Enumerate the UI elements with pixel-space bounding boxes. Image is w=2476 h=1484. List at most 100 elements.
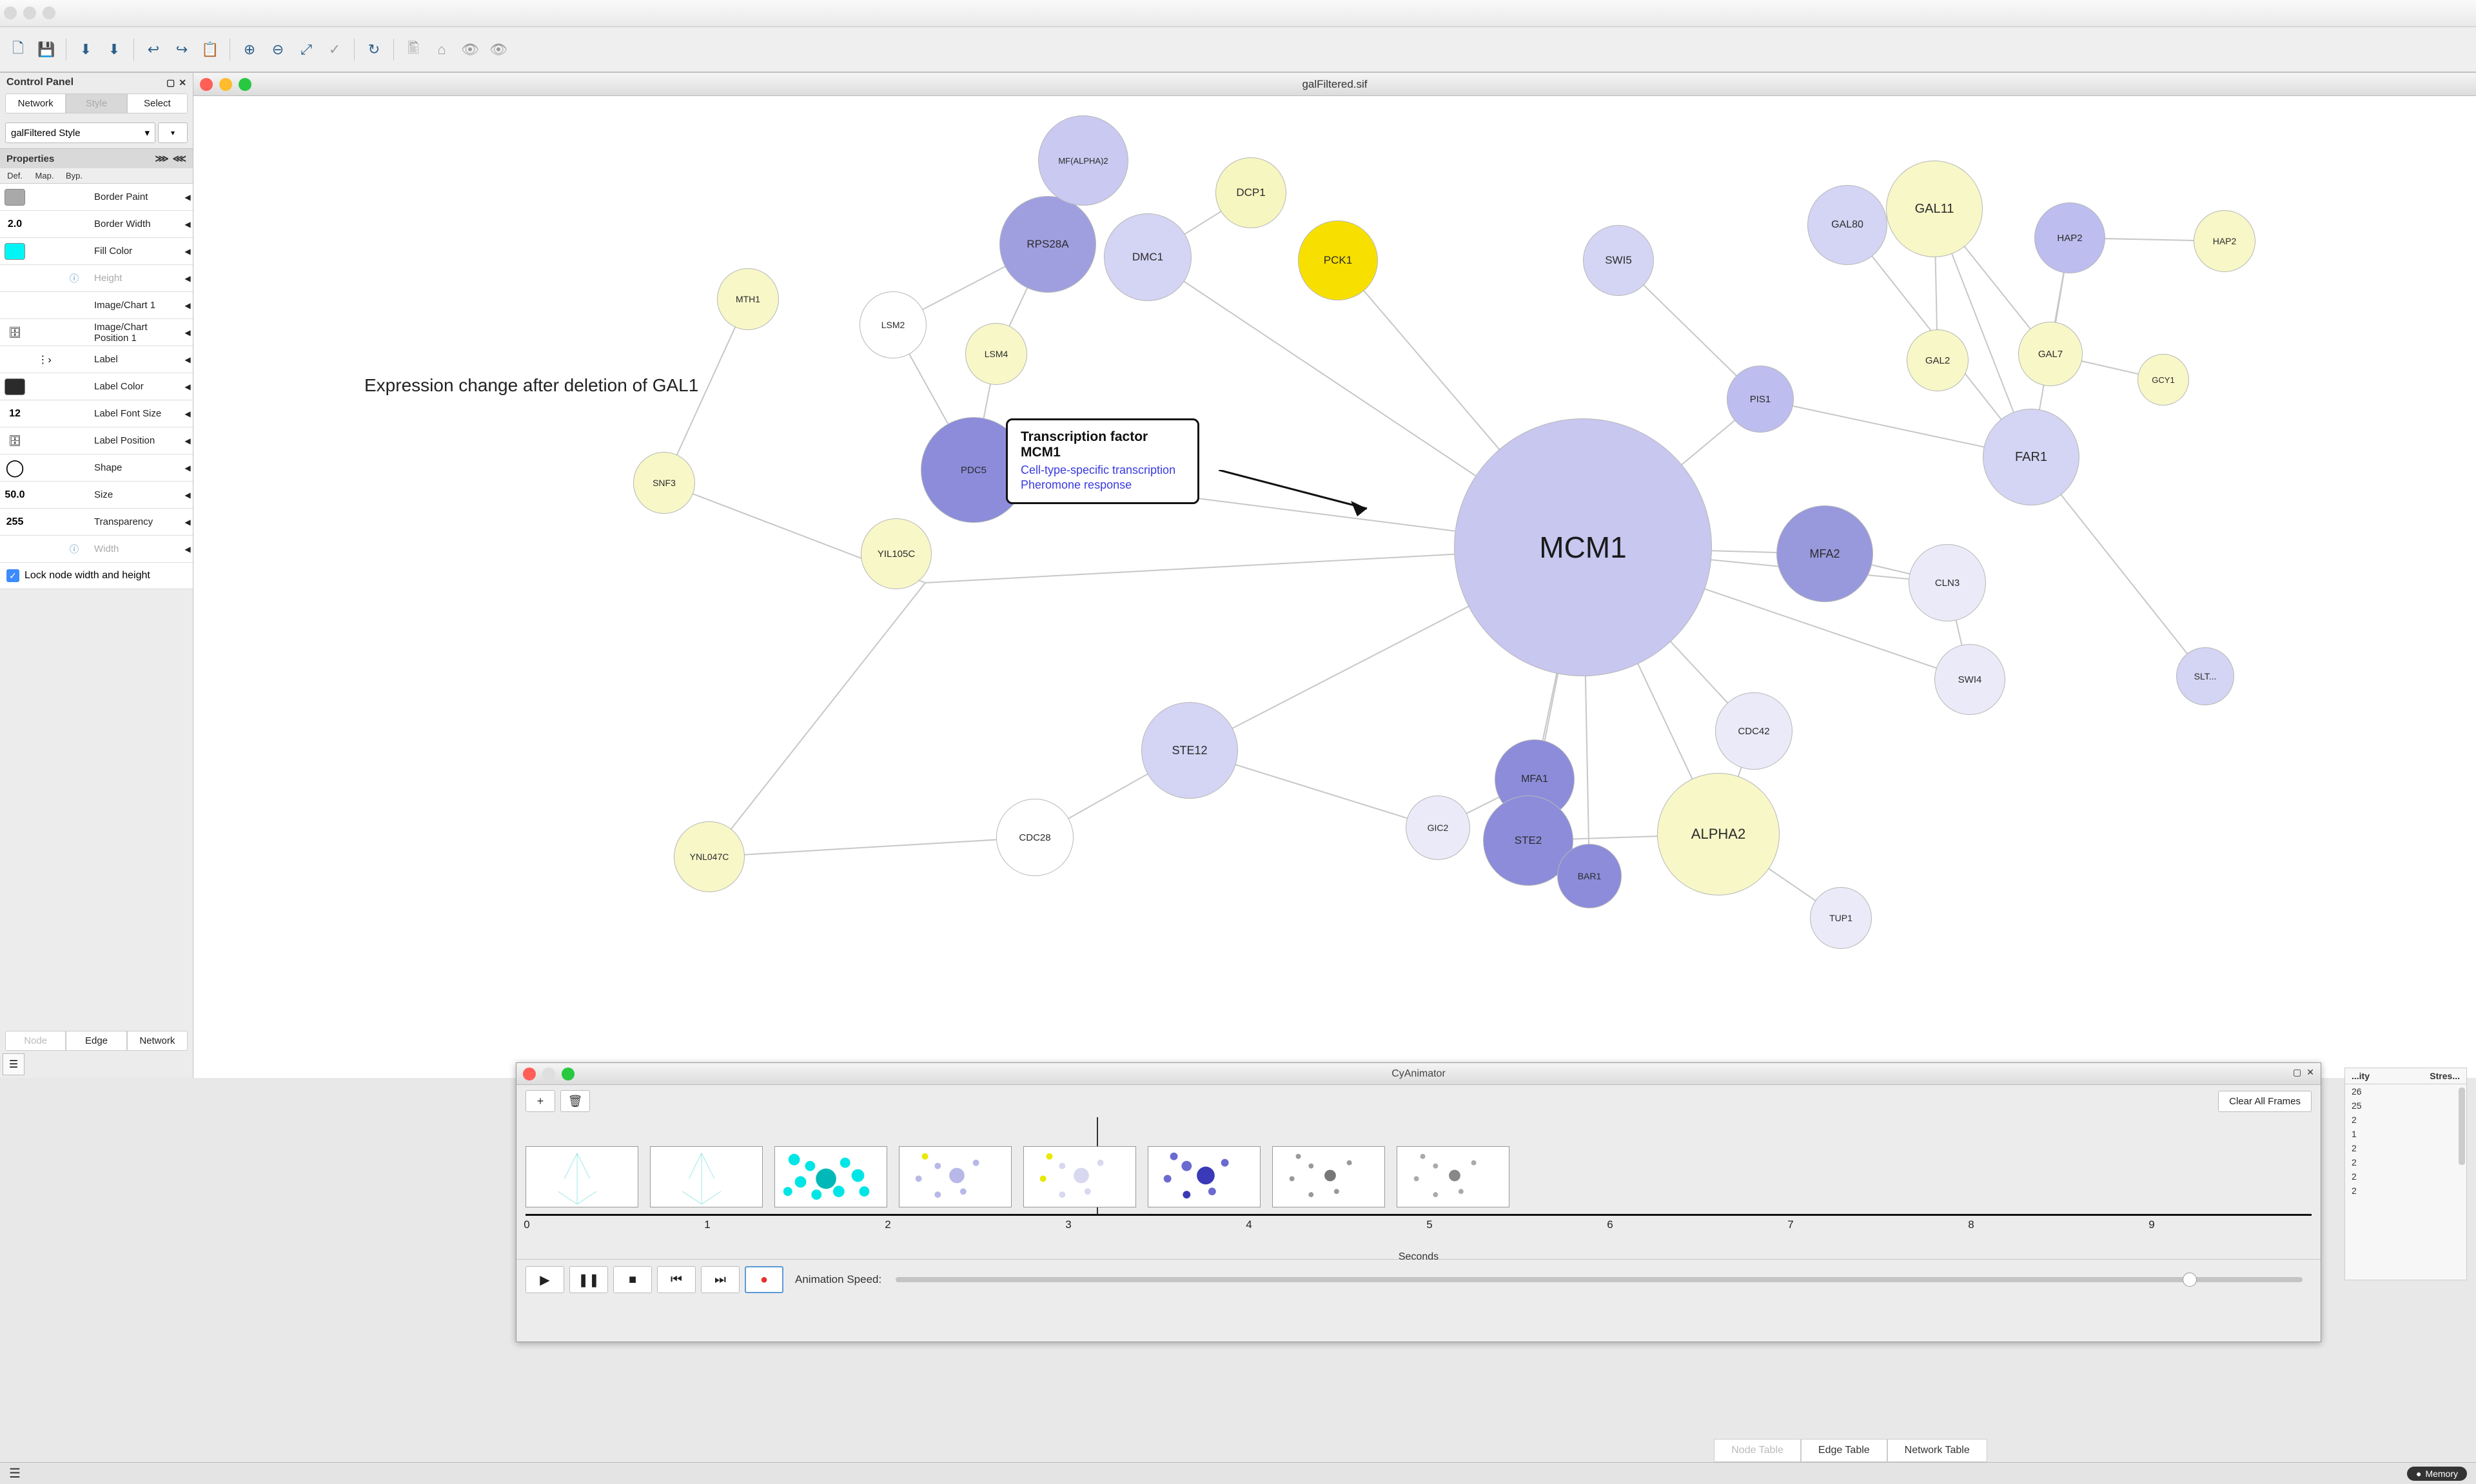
expand-all-icon[interactable]: ⋘ (173, 153, 186, 164)
zoom-out-icon[interactable]: ⊖ (265, 37, 291, 63)
node-swi4[interactable]: SWI4 (1934, 644, 2005, 715)
bottom-tab-network-table[interactable]: Network Table (1887, 1439, 1987, 1462)
bottom-tab-node-table[interactable]: Node Table (1714, 1439, 1801, 1462)
list-menu-icon[interactable]: ☰ (3, 1053, 25, 1075)
frame-thumbnail-3[interactable] (899, 1146, 1012, 1207)
tab-network[interactable]: Network (5, 93, 66, 113)
prev-frame-button[interactable]: ⏮ (657, 1266, 696, 1293)
clear-all-frames-button[interactable]: Clear All Frames (2218, 1091, 2312, 1112)
node-dcp1[interactable]: DCP1 (1215, 157, 1286, 228)
tab-style[interactable]: Style (66, 93, 126, 113)
undo-icon[interactable]: ↩ (141, 37, 166, 63)
frame-thumbnail-6[interactable] (1272, 1146, 1385, 1207)
node-cln3[interactable]: CLN3 (1909, 544, 1986, 621)
node-pck1[interactable]: PCK1 (1298, 220, 1378, 300)
new-session-icon[interactable]: 🗋 (5, 37, 31, 63)
property-row-label-position[interactable]: 🗄 Label Position ◀ (0, 427, 193, 454)
node-dmc1[interactable]: DMC1 (1104, 213, 1192, 301)
memory-indicator[interactable]: ● Memory (2407, 1467, 2467, 1481)
property-row-transparency[interactable]: 255 Transparency ◀ (0, 509, 193, 536)
node-slt[interactable]: SLT... (2176, 647, 2234, 705)
network-maximize-button[interactable] (239, 78, 251, 91)
show-icon[interactable]: 👁 (486, 37, 511, 63)
property-row-height[interactable]: ⓘ Height ◀ (0, 265, 193, 292)
close-button[interactable] (4, 6, 17, 19)
node-cdc28[interactable]: CDC28 (996, 799, 1074, 876)
minimize-button[interactable] (23, 6, 36, 19)
node-mcm1[interactable]: MCM1 (1454, 418, 1712, 676)
node-yil105c[interactable]: YIL105C (861, 518, 932, 589)
node-rps28a[interactable]: RPS28A (999, 196, 1096, 293)
node-mfa2[interactable]: MFA2 (1776, 505, 1873, 602)
property-row-image-chart-1[interactable]: Image/Chart 1 ◀ (0, 292, 193, 319)
property-row-image-chart-position[interactable]: 🗄 Image/Chart Position 1 ◀ (0, 319, 193, 346)
mini-table-scrollbar[interactable] (2459, 1088, 2465, 1165)
import-network-icon[interactable]: ⬇ (73, 37, 99, 63)
animator-close-icon[interactable]: ✕ (2306, 1067, 2314, 1078)
property-row-shape[interactable]: ◯ Shape ◀ (0, 454, 193, 482)
frame-thumbnail-4[interactable] (1023, 1146, 1136, 1207)
frame-thumbnail-0[interactable] (526, 1146, 638, 1207)
node-tup1[interactable]: TUP1 (1810, 887, 1872, 949)
node-ste4[interactable]: HAP2 (2034, 202, 2105, 273)
save-icon[interactable]: 💾 (34, 37, 59, 63)
status-menu-icon[interactable]: ☰ (9, 1465, 21, 1481)
node-ste12[interactable]: STE12 (1141, 702, 1238, 799)
animator-maximize-button[interactable] (562, 1068, 575, 1080)
stop-button[interactable]: ■ (613, 1266, 652, 1293)
layout-icon[interactable]: ⌂ (429, 37, 455, 63)
panel-close-icon[interactable]: ✕ (179, 77, 186, 88)
node-gal11[interactable]: GAL11 (1886, 161, 1983, 257)
property-row-width[interactable]: ⓘ Width ◀ (0, 536, 193, 563)
bottom-tab-edge[interactable]: Edge (66, 1031, 126, 1051)
node-swi5[interactable]: SWI5 (1583, 225, 1654, 296)
bottom-tab-node[interactable]: Node (5, 1031, 66, 1051)
pause-button[interactable]: ❚❚ (569, 1266, 608, 1293)
node-alpha2[interactable]: ALPHA2 (1657, 773, 1780, 895)
animator-popout-icon[interactable]: ▢ (2293, 1067, 2301, 1078)
frame-thumbnail-1[interactable] (650, 1146, 763, 1207)
node-gcy1[interactable]: GCY1 (2137, 354, 2189, 405)
redo-icon[interactable]: ↪ (169, 37, 195, 63)
print-icon[interactable]: 🖺 (400, 37, 426, 63)
hide-edges-icon[interactable]: 👁 (457, 37, 483, 63)
network-close-button[interactable] (200, 78, 213, 91)
node-lsm4[interactable]: LSM4 (965, 323, 1027, 385)
panel-popout-icon[interactable]: ▢ (166, 77, 175, 88)
zoom-selected-icon[interactable]: ✓ (322, 37, 348, 63)
zoom-in-icon[interactable]: ⊕ (237, 37, 262, 63)
node-ynl047c[interactable]: YNL047C (674, 821, 745, 892)
node-lsm2[interactable]: LSM2 (860, 291, 927, 358)
animator-minimize-button[interactable] (542, 1068, 555, 1080)
style-dropdown-chevron-icon[interactable]: ▾ (144, 127, 150, 139)
import-table-icon[interactable]: ⬇ (101, 37, 127, 63)
lock-node-size-checkbox[interactable]: ✓ Lock node width and height (0, 563, 193, 589)
style-dropdown[interactable]: galFiltered Style ▾ (5, 122, 155, 143)
network-minimize-button[interactable] (219, 78, 232, 91)
next-frame-button[interactable]: ⏭ (701, 1266, 740, 1293)
node-gal7[interactable]: GAL7 (2018, 322, 2083, 386)
refresh-icon[interactable]: ↻ (361, 37, 387, 63)
redo2-icon[interactable]: 📋 (197, 37, 223, 63)
network-canvas[interactable]: Expression change after deletion of GAL1… (193, 96, 2476, 1078)
node-mth1[interactable]: MTH1 (717, 268, 779, 330)
bottom-tab-network[interactable]: Network (127, 1031, 188, 1051)
add-frame-button[interactable]: + (526, 1090, 555, 1112)
node-far1[interactable]: FAR1 (1983, 409, 2079, 505)
node-mfalpha2[interactable]: MF(ALPHA)2 (1038, 115, 1128, 206)
node-gal2[interactable]: GAL2 (1907, 329, 1969, 391)
bottom-tab-edge-table[interactable]: Edge Table (1801, 1439, 1887, 1462)
style-options-dropdown[interactable]: ▾ (158, 122, 188, 143)
node-gic2[interactable]: GIC2 (1406, 796, 1470, 860)
timeline[interactable]: 0 1 2 3 4 5 6 7 8 9 Seconds (516, 1214, 2321, 1259)
property-row-label-color[interactable]: Label Color ◀ (0, 373, 193, 400)
property-row-size[interactable]: 50.0 Size ◀ (0, 482, 193, 509)
node-gal80[interactable]: GAL80 (1807, 185, 1887, 265)
property-row-border-paint[interactable]: Border Paint ◀ (0, 184, 193, 211)
property-row-label-font-size[interactable]: 12 Label Font Size ◀ (0, 400, 193, 427)
tab-select[interactable]: Select (127, 93, 188, 113)
side-data-table[interactable]: ...ity Stres... 26 25 2 1 2 2 2 2 (2344, 1068, 2467, 1280)
maximize-button[interactable] (43, 6, 55, 19)
record-button[interactable]: ● (745, 1266, 783, 1293)
animator-close-button[interactable] (523, 1068, 536, 1080)
